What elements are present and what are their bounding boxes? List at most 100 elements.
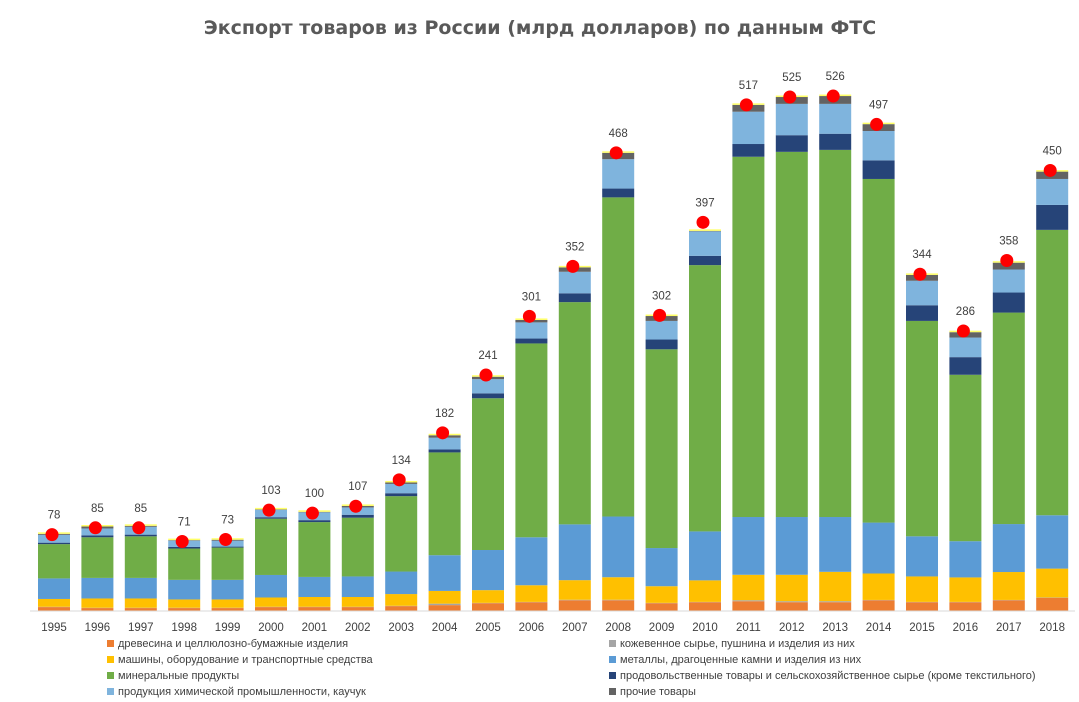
bar-segment-1995-3 bbox=[38, 578, 70, 599]
bar-segment-2007-4 bbox=[558, 302, 591, 525]
x-tick-1999: 1999 bbox=[215, 622, 241, 634]
total-marker-1996 bbox=[88, 521, 102, 535]
total-label-2004: 182 bbox=[435, 408, 454, 420]
legend-label: машины, оборудование и транспортные сред… bbox=[118, 654, 374, 666]
x-tick-2008: 2008 bbox=[605, 622, 631, 634]
legend-label: прочие товары bbox=[620, 686, 696, 698]
legend-item: машины, оборудование и транспортные сред… bbox=[107, 654, 374, 666]
bar-segment-2015-6 bbox=[906, 280, 938, 306]
bar-segment-2018-4 bbox=[1036, 229, 1069, 516]
total-label-2006: 301 bbox=[522, 291, 541, 303]
legend-label: продовольственные товары и сельскохозяйс… bbox=[620, 670, 1036, 682]
bar-segment-1998-2 bbox=[168, 599, 201, 608]
bar-segment-1999-5 bbox=[211, 546, 244, 548]
x-tick-2006: 2006 bbox=[519, 622, 545, 634]
bar-segment-2014-0 bbox=[862, 600, 895, 611]
bar-segment-2015-3 bbox=[906, 536, 938, 577]
total-marker-2009 bbox=[653, 308, 667, 322]
total-label-2016: 286 bbox=[956, 306, 975, 318]
bar-top-edge bbox=[689, 229, 721, 231]
total-marker-1995 bbox=[45, 528, 59, 542]
chart-title: Экспорт товаров из России (млрд долларов… bbox=[204, 17, 876, 39]
bar-segment-2013-6 bbox=[819, 103, 852, 134]
bar-segment-1995-4 bbox=[38, 544, 70, 579]
bar-segment-2002-5 bbox=[341, 514, 374, 518]
bar-segment-2016-6 bbox=[949, 337, 982, 358]
total-label-2007: 352 bbox=[565, 241, 584, 253]
bar-segment-1995-5 bbox=[38, 542, 70, 545]
bar-segment-2005-4 bbox=[472, 398, 504, 551]
bar-segment-2006-6 bbox=[515, 322, 548, 339]
total-marker-2005 bbox=[479, 368, 493, 382]
legend-swatch bbox=[609, 656, 616, 663]
bar-segment-2014-2 bbox=[862, 573, 895, 600]
bar-segment-2011-0 bbox=[732, 601, 765, 611]
bar-segment-2007-6 bbox=[558, 271, 591, 294]
total-label-1996: 85 bbox=[91, 503, 104, 515]
bar-segment-2017-6 bbox=[992, 269, 1025, 293]
legend-swatch bbox=[609, 640, 616, 647]
bar-segment-2001-0 bbox=[298, 607, 331, 611]
legend-swatch bbox=[107, 688, 114, 695]
bar-segment-2015-5 bbox=[906, 305, 938, 321]
bar-segment-2004-2 bbox=[428, 590, 461, 604]
bar-segment-2005-3 bbox=[472, 550, 504, 591]
x-tick-2003: 2003 bbox=[388, 622, 414, 634]
total-marker-1999 bbox=[219, 533, 233, 547]
bar-segment-2008-0 bbox=[602, 600, 635, 611]
bar-segment-2007-3 bbox=[558, 524, 591, 581]
bar-segment-2004-4 bbox=[428, 452, 461, 556]
bar-segment-1996-5 bbox=[81, 535, 114, 538]
total-label-2002: 107 bbox=[348, 481, 367, 493]
total-marker-2008 bbox=[609, 146, 623, 160]
bar-segment-2007-2 bbox=[558, 580, 591, 600]
x-tick-2016: 2016 bbox=[953, 622, 979, 634]
bars-group: 78 85 85 71 73 103 100 107 134 182 241 301 352 468 302… bbox=[38, 71, 1069, 611]
bar-segment-2012-2 bbox=[775, 574, 808, 602]
bar-segment-2003-4 bbox=[385, 496, 418, 572]
bar-segment-2007-0 bbox=[558, 600, 591, 611]
total-label-2005: 241 bbox=[478, 350, 497, 362]
bar-segment-2009-6 bbox=[645, 320, 678, 340]
total-marker-2012 bbox=[783, 90, 797, 104]
x-tick-2004: 2004 bbox=[432, 622, 458, 634]
total-label-2001: 100 bbox=[305, 488, 324, 500]
total-marker-1998 bbox=[175, 534, 189, 548]
bar-segment-2001-3 bbox=[298, 576, 331, 598]
x-tick-2011: 2011 bbox=[736, 622, 761, 634]
total-label-1998: 71 bbox=[178, 516, 191, 528]
bar-segment-2008-6 bbox=[602, 159, 635, 189]
bar-segment-2003-2 bbox=[385, 594, 418, 606]
bar-segment-2004-6 bbox=[428, 437, 461, 450]
total-label-2018: 450 bbox=[1043, 145, 1062, 157]
bar-segment-1996-2 bbox=[81, 598, 114, 608]
bar-segment-2018-5 bbox=[1036, 204, 1069, 230]
bar-segment-1995-0 bbox=[38, 607, 70, 611]
bar-segment-2012-6 bbox=[775, 103, 808, 136]
bar-segment-2011-2 bbox=[732, 574, 765, 601]
total-label-2014: 497 bbox=[869, 99, 888, 111]
bar-segment-1997-4 bbox=[124, 536, 157, 578]
bar-segment-2012-5 bbox=[775, 135, 808, 152]
x-tick-2009: 2009 bbox=[649, 622, 675, 634]
total-label-2011: 517 bbox=[739, 80, 758, 92]
total-label-1997: 85 bbox=[134, 503, 147, 515]
x-tick-1998: 1998 bbox=[171, 622, 197, 634]
bar-segment-2003-6 bbox=[385, 483, 418, 494]
bar-segment-2009-2 bbox=[645, 586, 678, 603]
bar-segment-2010-5 bbox=[689, 255, 721, 266]
legend-label: металлы, драгоценные камни и изделия из … bbox=[620, 654, 862, 666]
bar-segment-2017-4 bbox=[992, 312, 1025, 525]
legend-item: металлы, драгоценные камни и изделия из … bbox=[609, 654, 862, 666]
bar-segment-2004-3 bbox=[428, 555, 461, 591]
bar-segment-2012-1 bbox=[775, 601, 808, 603]
total-label-2012: 525 bbox=[782, 72, 801, 84]
bar-segment-2008-3 bbox=[602, 516, 635, 578]
total-marker-2010 bbox=[696, 215, 710, 229]
bar-segment-2001-5 bbox=[298, 520, 331, 523]
bar-segment-2005-6 bbox=[472, 379, 504, 394]
bar-segment-1997-0 bbox=[124, 608, 157, 611]
bar-segment-2018-2 bbox=[1036, 568, 1069, 598]
x-tick-2017: 2017 bbox=[996, 622, 1022, 634]
